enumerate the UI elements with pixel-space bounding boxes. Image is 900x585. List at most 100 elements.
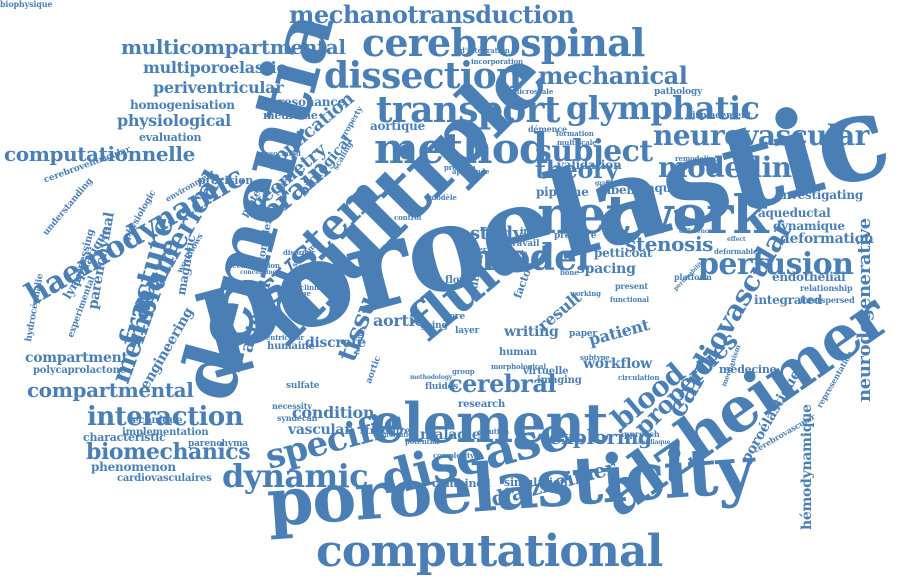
cloud-word: effect [727, 236, 746, 243]
cloud-word: technique [128, 415, 183, 426]
cloud-word: théorie [302, 269, 334, 279]
cloud-word: incorporation [471, 57, 523, 66]
cloud-word: computational [316, 526, 663, 577]
cloud-word: resonance [278, 95, 345, 109]
cloud-word: problem [444, 163, 476, 172]
cloud-word: group [452, 367, 475, 376]
cloud-word: implementation [122, 427, 209, 438]
cloud-word: workflow [583, 356, 652, 372]
cloud-word: difference [679, 228, 713, 235]
cloud-word: image [520, 227, 550, 237]
cloud-word: research [458, 399, 506, 410]
cloud-word: exploring [549, 425, 652, 449]
cloud-word: present [615, 281, 648, 291]
cloud-word: necessity [272, 401, 312, 411]
cloud-word: vascular [288, 422, 352, 438]
cloud-word: remodeling [675, 154, 719, 163]
cloud-word: humaine [267, 341, 315, 352]
cloud-word: aqueduct [647, 181, 708, 195]
cloud-word: deformation [780, 231, 874, 247]
cloud-word: control [394, 213, 422, 222]
cloud-word: perfusion [698, 247, 854, 282]
cloud-word: petticoat [594, 246, 653, 260]
cloud-word: maladie [420, 427, 481, 443]
cloud-word: médecine [719, 363, 777, 376]
cloud-word: ventricular [262, 333, 304, 342]
cloud-word: compartmental [27, 378, 194, 402]
cloud-word: interspersed [800, 295, 855, 305]
cloud-word: evaluation [139, 131, 202, 144]
cloud-word: démence [528, 124, 567, 134]
cloud-word: biomechanics [86, 439, 251, 465]
cloud-word: pathology [654, 87, 703, 97]
cloud-word: discrete [305, 335, 366, 351]
cloud-word: syndecan [277, 413, 318, 423]
cloud-word: travail [508, 239, 540, 249]
cloud-word: simulation [504, 476, 568, 489]
cloud-word: dynamic [222, 457, 369, 495]
cloud-word: mechanical [538, 61, 688, 90]
cloud-word: précision [198, 174, 254, 187]
cloud-word: circulation [618, 373, 660, 382]
cloud-word: dissection [324, 55, 522, 97]
cloud-word: approach [619, 429, 660, 439]
cloud-word: disorder [283, 248, 315, 257]
cloud-word: mechanotransduction [289, 0, 575, 29]
cloud-word: parenchyma [188, 439, 248, 449]
cloud-word: functional [610, 295, 649, 304]
cloud-word: glymphatic [566, 89, 760, 127]
cloud-word: periventricular [153, 78, 284, 97]
cloud-word: computationnelle [4, 142, 195, 166]
cloud-word: microscale [512, 87, 554, 96]
cloud-word: pore [443, 312, 466, 322]
cloud-word: fluides [425, 382, 459, 392]
cloud-word: formation [556, 129, 594, 138]
cloud-word: validation [557, 158, 622, 172]
cloud-word: dynamique [773, 219, 845, 233]
cloud-word: modelling [658, 151, 811, 184]
cloud-word: cerebral [448, 369, 557, 398]
cloud-word: pipeline [536, 185, 589, 199]
cloud-word: platform [674, 272, 712, 282]
cloud-word: solution [478, 427, 509, 436]
cloud-word: subject [535, 134, 653, 169]
cloud-word: clinical [300, 283, 328, 292]
cloud-word: paper [569, 329, 597, 339]
cloud-word: multiporoelastic [143, 58, 286, 77]
cloud-word: theory [535, 155, 619, 184]
cloud-word: structure [360, 426, 411, 437]
cloud-word: investigating [778, 188, 864, 202]
cloud-word: deformable [714, 247, 758, 256]
cloud-word: drainage [277, 289, 311, 298]
cloud-word: pressure [554, 231, 597, 241]
cloud-word: imaging [537, 375, 582, 386]
cloud-word: transport [376, 89, 560, 131]
cloud-word: example [500, 250, 528, 257]
cloud-word: appliquée [452, 167, 490, 176]
cloud-word: aortic [364, 354, 384, 386]
cloud-word: characteristic [83, 431, 166, 444]
cloud-word: network [537, 185, 769, 246]
cloud-word: physiological [117, 111, 231, 130]
cloud-word: integrated [754, 293, 823, 307]
cloud-word: associated [261, 149, 301, 158]
cloud-word: aqueductal [758, 206, 831, 220]
cloud-word: d’intégration [460, 46, 510, 55]
cloud-word: bifurcation [380, 432, 417, 439]
cloud-word: stenosis [625, 232, 714, 256]
cloud-word: compartment [25, 350, 128, 366]
cloud-word: polycaprolactone [33, 365, 126, 376]
cloud-word: bone [560, 268, 579, 277]
cloud-word: accumulation [228, 261, 280, 270]
cloud-word: combined [432, 477, 491, 490]
cloud-word: biophysique [0, 0, 53, 9]
cloud-word: endothelial [772, 270, 846, 284]
cloud-word: layer [455, 326, 480, 336]
cloud-word: relationship [800, 283, 853, 293]
cloud-word: multicompartmental [121, 35, 346, 59]
cloud-word: phenomenon [91, 460, 176, 474]
cloud-word: media [480, 224, 504, 233]
cloud-word: displacement [686, 111, 752, 121]
cloud-word: going [420, 321, 448, 331]
cloud-word: flow [445, 275, 468, 286]
